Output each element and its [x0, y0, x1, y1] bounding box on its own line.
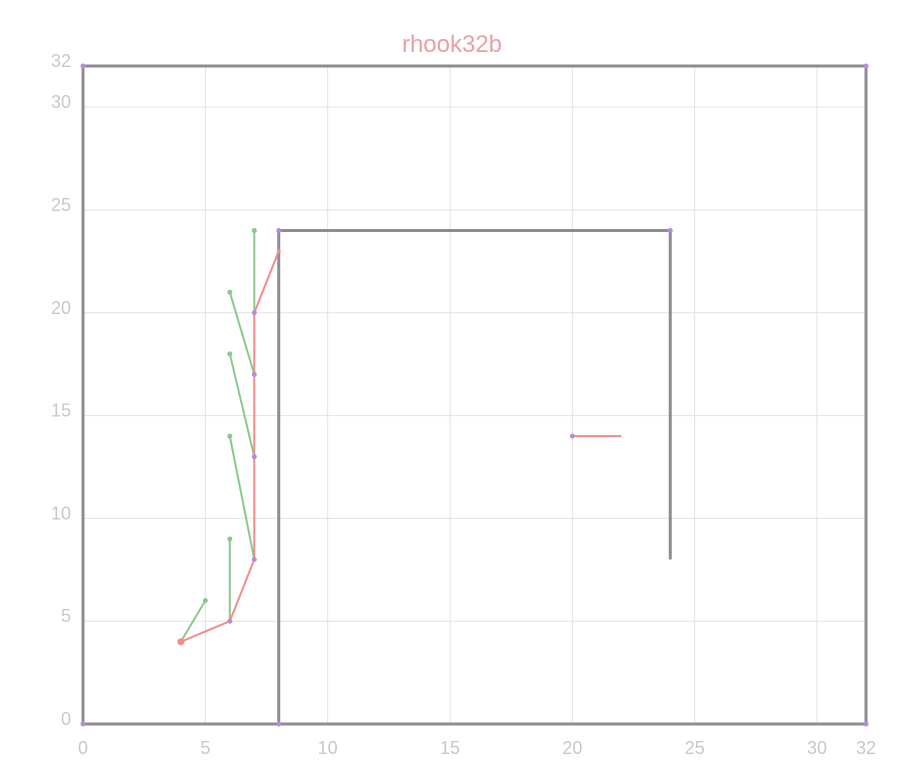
path-node: [251, 557, 257, 562]
path-node: [251, 454, 257, 460]
x-tick-label: 20: [562, 738, 582, 758]
wall-node: [667, 228, 673, 233]
y-tick-label: 5: [61, 606, 71, 626]
branch-segment: [180, 600, 207, 643]
path-node: [251, 371, 257, 377]
chart-title: rhook32b: [402, 31, 502, 58]
wall-node: [80, 63, 86, 69]
branch-segment: [228, 291, 256, 375]
tick-labels: 0 5 10 15 20 25 30 32 0 5 10 15 20 25 30 32: [51, 51, 876, 758]
x-tick-label: 32: [856, 738, 876, 758]
y-tick-label: 15: [51, 401, 71, 421]
goal-node: [569, 433, 575, 439]
wall-node: [863, 63, 869, 69]
branch-tip-node: [227, 433, 233, 439]
y-tick-label: 10: [51, 503, 71, 523]
x-tick-label: 15: [440, 738, 460, 758]
y-tick-label: 32: [51, 51, 71, 71]
x-tick-label: 10: [318, 738, 338, 758]
x-tick-label: 5: [200, 738, 210, 758]
nodes: [80, 63, 869, 727]
wall-node: [80, 721, 86, 727]
wall-node: [276, 228, 282, 233]
x-tick-label: 0: [78, 738, 88, 758]
grid-lines: [82, 65, 867, 725]
branch-tip-node: [227, 351, 233, 357]
path-node: [227, 618, 233, 624]
wall-node: [276, 721, 282, 727]
branch-tip-node: [227, 289, 233, 295]
branch-segments: [180, 230, 256, 643]
branch-tip-node: [251, 228, 257, 233]
y-tick-label: 25: [51, 195, 71, 215]
x-tick-label: 30: [807, 738, 827, 758]
x-tick-label: 25: [685, 738, 705, 758]
walls: [81, 64, 868, 726]
y-tick-label: 30: [51, 92, 71, 112]
branch-tip-node: [227, 536, 233, 542]
y-tick-label: 20: [51, 298, 71, 318]
branch-segment: [228, 435, 256, 560]
branch-segment: [228, 353, 256, 457]
path-node: [251, 310, 257, 316]
path-segments: [180, 250, 622, 643]
wall-segment: [277, 229, 672, 724]
branch-tip-node: [202, 598, 208, 604]
wall-node: [863, 721, 869, 727]
start-node: [177, 638, 185, 646]
y-tick-label: 0: [61, 709, 71, 729]
path-end-node: [276, 249, 281, 254]
